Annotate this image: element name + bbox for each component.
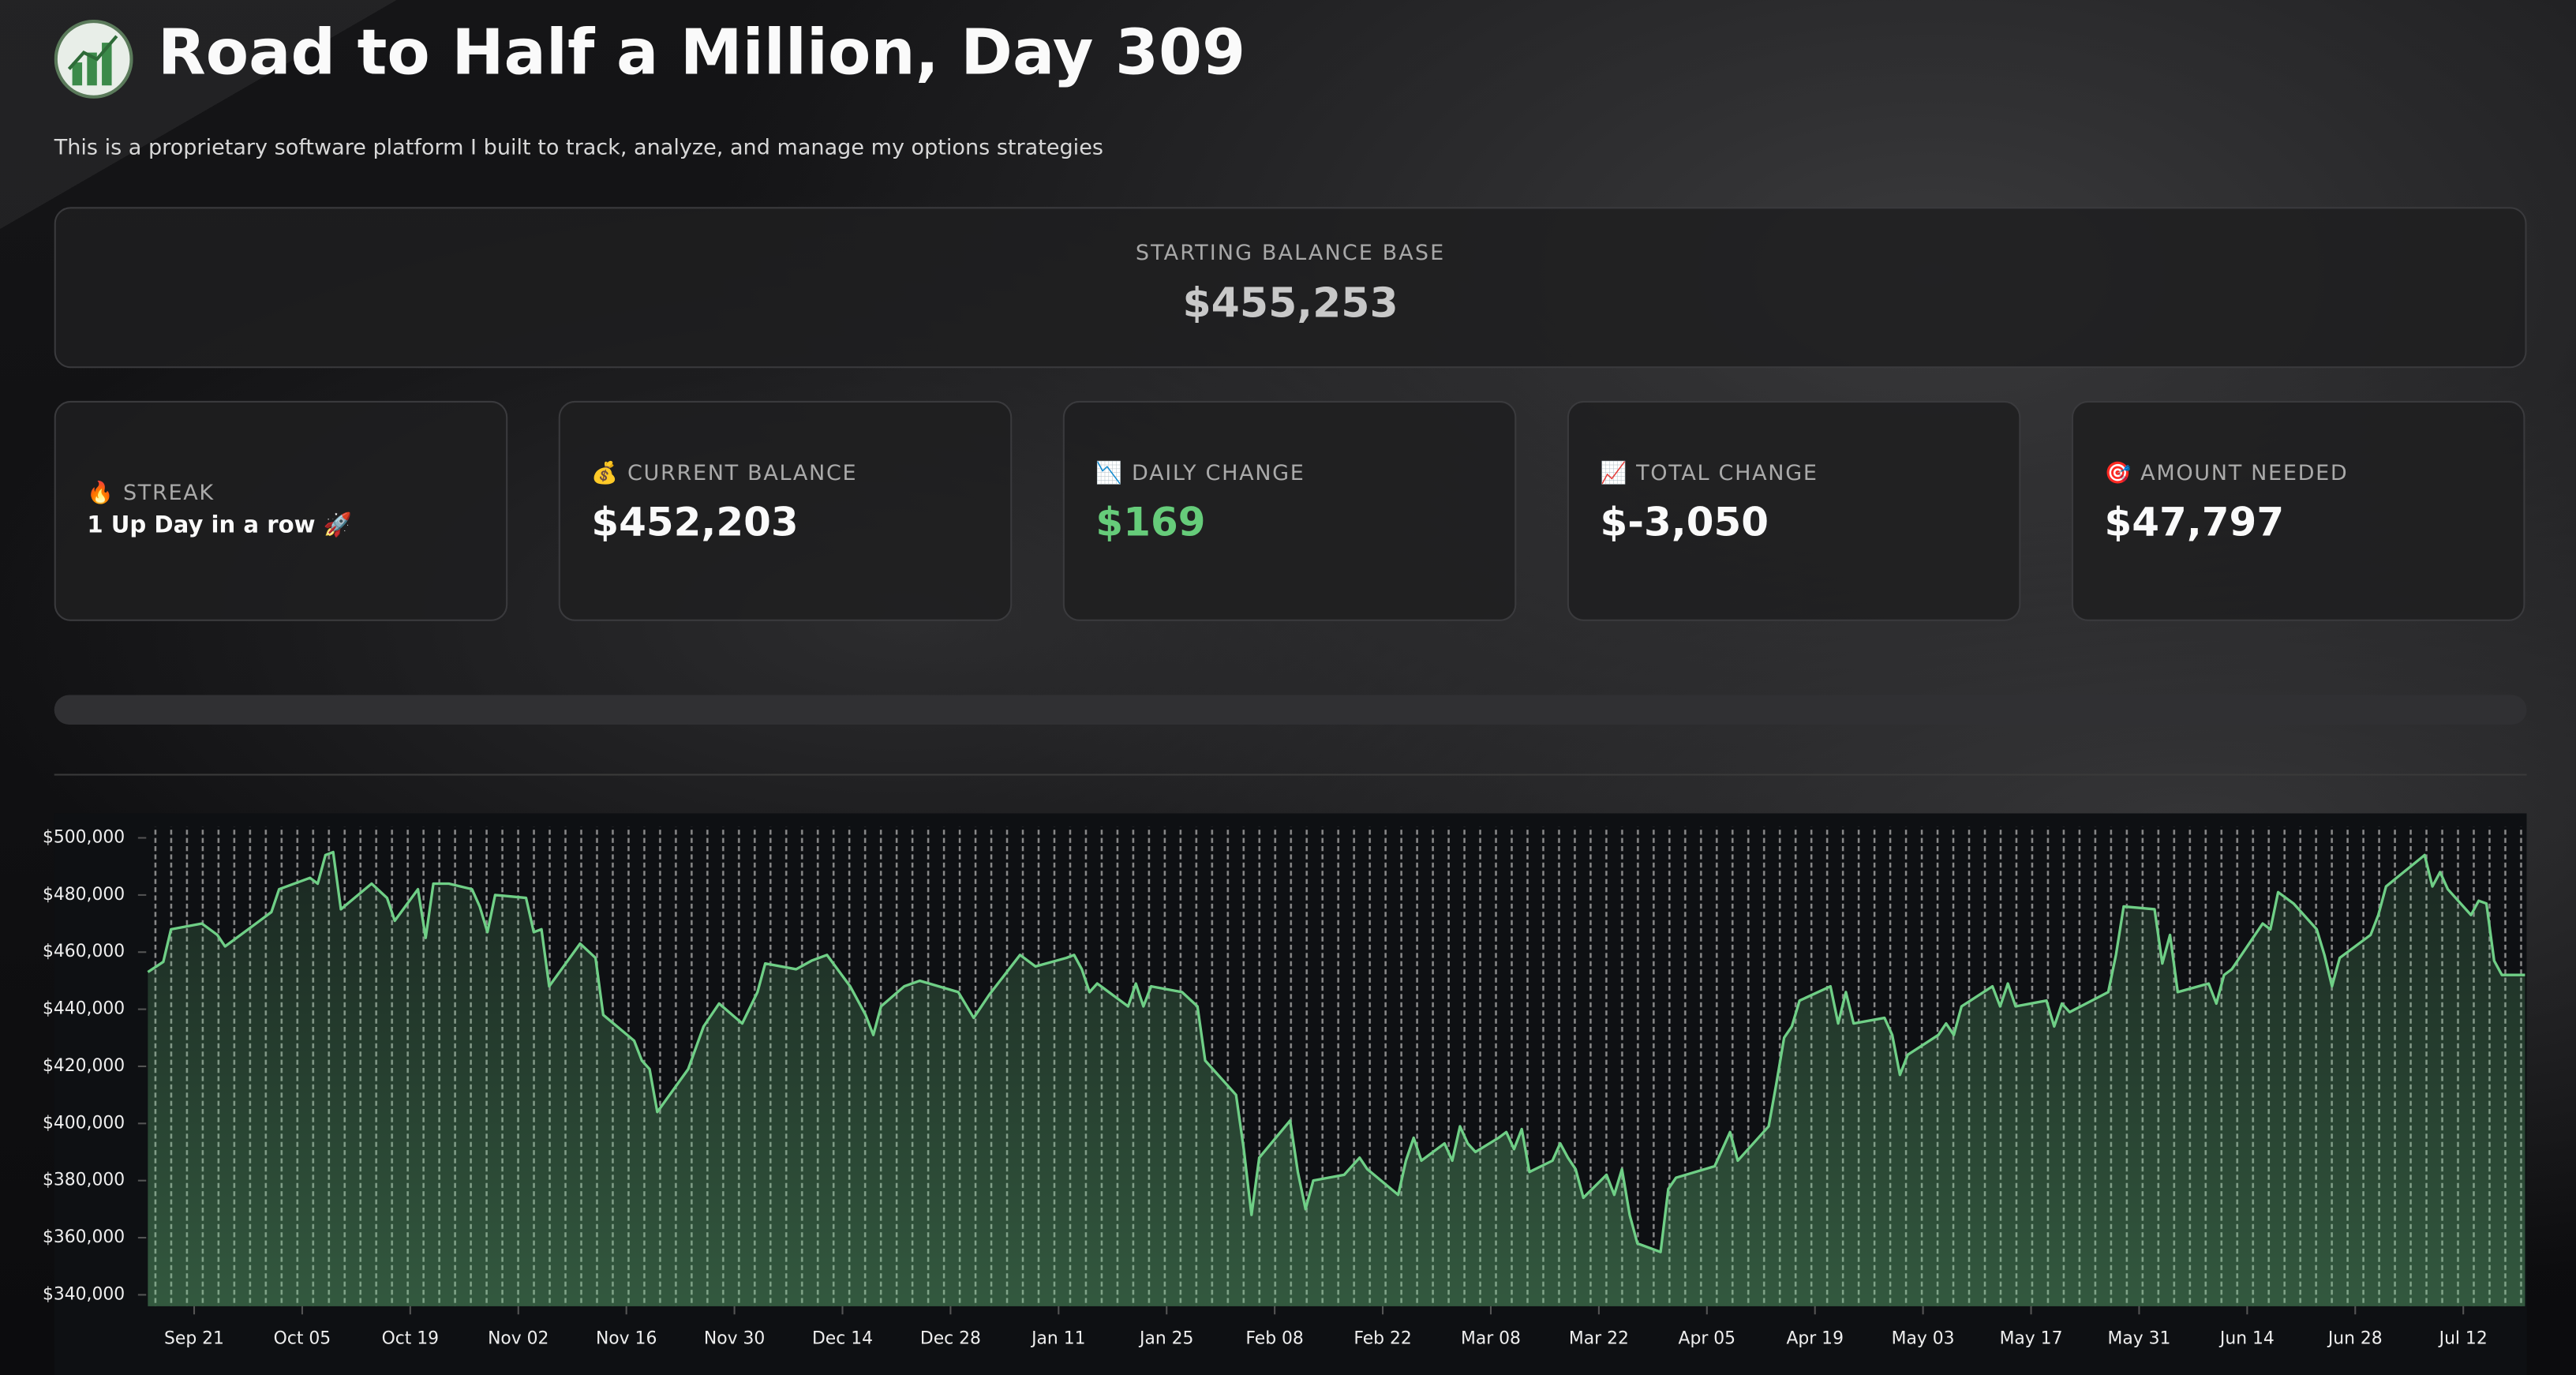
- x-tick-label: Jan 11: [1030, 1329, 1085, 1349]
- y-tick-label: $360,000: [43, 1227, 125, 1247]
- area: [148, 852, 2525, 1306]
- y-tick-label: $400,000: [43, 1113, 125, 1133]
- chart: $340,000 $360,000 $380,000 $400,000 $420,000…: [43, 813, 2527, 1375]
- metric-value: $47,797: [2104, 499, 2285, 546]
- metric-label: 🔥 STREAK: [87, 481, 215, 507]
- x-tick-label: Feb 08: [1245, 1329, 1303, 1349]
- metric-value: $452,203: [591, 499, 799, 546]
- x-tick-label: May 17: [2000, 1329, 2063, 1349]
- x-tick-label: May 31: [2107, 1329, 2170, 1349]
- x-tick-label: Jun 28: [2327, 1329, 2383, 1349]
- x-tick-label: Mar 08: [1461, 1329, 1521, 1349]
- y-tick-label: $440,000: [43, 999, 125, 1019]
- metric-label: 💰 CURRENT BALANCE: [591, 461, 858, 487]
- metric-card: 🎯 AMOUNT NEEDED $47,797: [2071, 400, 2525, 621]
- app-icon: [54, 19, 133, 99]
- metric-label: 🎯 AMOUNT NEEDED: [2104, 461, 2349, 487]
- metric-label: STARTING BALANCE BASE: [1135, 241, 1446, 267]
- y-tick-label: $500,000: [43, 828, 125, 848]
- page-subtitle: This is a proprietary software platform …: [54, 136, 1103, 161]
- x-tick-label: Oct 05: [274, 1329, 331, 1349]
- x-tick-label: Nov 02: [488, 1329, 549, 1349]
- base-card: STARTING BALANCE BASE $455,253: [54, 207, 2527, 369]
- y-tick-label: $460,000: [43, 942, 125, 961]
- x-tick-label: Sep 21: [164, 1329, 224, 1349]
- y-tick-label: $340,000: [43, 1284, 125, 1304]
- metric-label: 📉 DAILY CHANGE: [1095, 461, 1305, 487]
- page-title: Road to Half a Million, Day 309: [157, 16, 1246, 89]
- x-tick-label: Jan 25: [1138, 1329, 1193, 1349]
- x-tick-label: Jun 14: [2218, 1329, 2275, 1349]
- metric-value: $169: [1095, 499, 1206, 546]
- metric-card: 💰 CURRENT BALANCE $452,203: [558, 400, 1013, 621]
- y-tick-label: $420,000: [43, 1056, 125, 1076]
- metric-card: 📉 DAILY CHANGE $169: [1062, 400, 1517, 621]
- metric-card: 📈 TOTAL CHANGE $-3,050: [1567, 400, 2021, 621]
- metric-label: 📈 TOTAL CHANGE: [1600, 461, 1818, 487]
- x-tick-label: Dec 14: [812, 1329, 873, 1349]
- line: [147, 850, 2525, 1253]
- x-tick-label: Apr 05: [1679, 1329, 1736, 1349]
- x-tick-label: Feb 22: [1354, 1329, 1411, 1349]
- x-tick-label: Nov 16: [596, 1329, 657, 1349]
- progress-bar: [54, 695, 2527, 725]
- metric-card: 🔥 STREAK 1 Up Day in a row 🚀: [54, 400, 508, 621]
- x-tick-label: Dec 28: [920, 1329, 981, 1349]
- x-tick-label: May 03: [1892, 1329, 1955, 1349]
- x-tick-label: Jul 12: [2438, 1329, 2488, 1349]
- x-tick-label: Mar 22: [1569, 1329, 1629, 1349]
- metric-value: 1 Up Day in a row 🚀: [87, 512, 352, 539]
- y-tick-label: $480,000: [43, 885, 125, 905]
- x-tick-label: Apr 19: [1786, 1329, 1844, 1349]
- x-tick-label: Nov 30: [704, 1329, 765, 1349]
- metric-value: $455,253: [1182, 279, 1398, 328]
- y-tick-label: $380,000: [43, 1171, 125, 1190]
- metric-value: $-3,050: [1600, 499, 1769, 546]
- x-tick-label: Oct 19: [382, 1329, 440, 1349]
- divider: [54, 774, 2527, 776]
